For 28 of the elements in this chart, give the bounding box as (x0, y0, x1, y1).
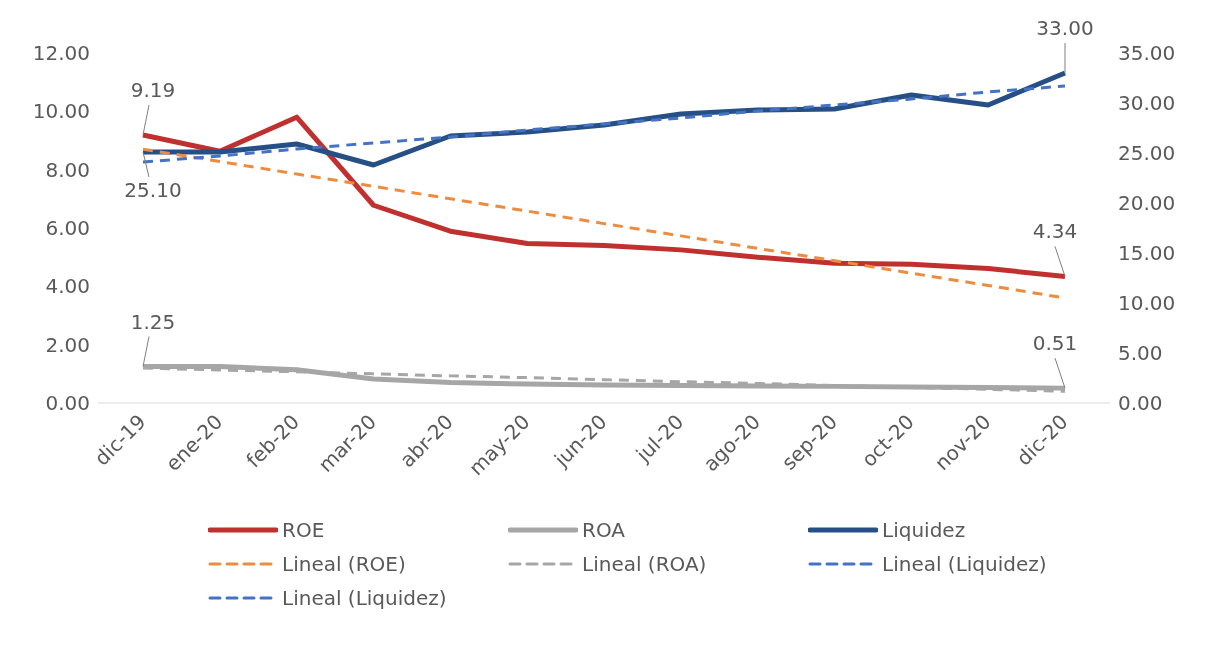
y-tick-label: 2.00 (45, 332, 90, 357)
y-tick-label: 0.00 (45, 391, 90, 416)
data-label: 33.00 (1036, 16, 1094, 40)
y-tick-label: 6.00 (45, 216, 90, 241)
legend-label: Lineal (ROE) (282, 552, 406, 576)
legend-label: Lineal (Liquidez) (882, 552, 1047, 576)
y-tick-label: 8.00 (45, 157, 90, 182)
data-label: 4.34 (1032, 219, 1078, 244)
data-label: 9.19 (130, 77, 176, 102)
data-label: 0.51 (1032, 331, 1078, 356)
y-tick-label: 10.00 (32, 99, 90, 124)
y-tick-label: 12.00 (32, 41, 90, 66)
y2-tick-label: 35.00 (1118, 41, 1176, 66)
y-tick-label: 4.00 (45, 274, 90, 299)
data-label: 25.10 (124, 178, 182, 202)
y2-tick-label: 10.00 (1118, 291, 1176, 316)
y2-tick-label: 5.00 (1118, 341, 1163, 366)
legend-label: Lineal (ROA) (582, 552, 707, 576)
legend-label: ROE (282, 518, 325, 542)
legend-label: ROA (582, 518, 625, 542)
y2-tick-label: 20.00 (1118, 191, 1176, 216)
legend-label: Liquidez (882, 518, 966, 542)
y2-tick-label: 15.00 (1118, 241, 1176, 266)
y2-tick-label: 25.00 (1118, 141, 1176, 166)
legend-label: Lineal (Liquidez) (282, 586, 447, 610)
data-label: 1.25 (130, 309, 176, 334)
y2-tick-label: 30.00 (1118, 91, 1176, 116)
y2-tick-label: 0.00 (1118, 391, 1163, 416)
